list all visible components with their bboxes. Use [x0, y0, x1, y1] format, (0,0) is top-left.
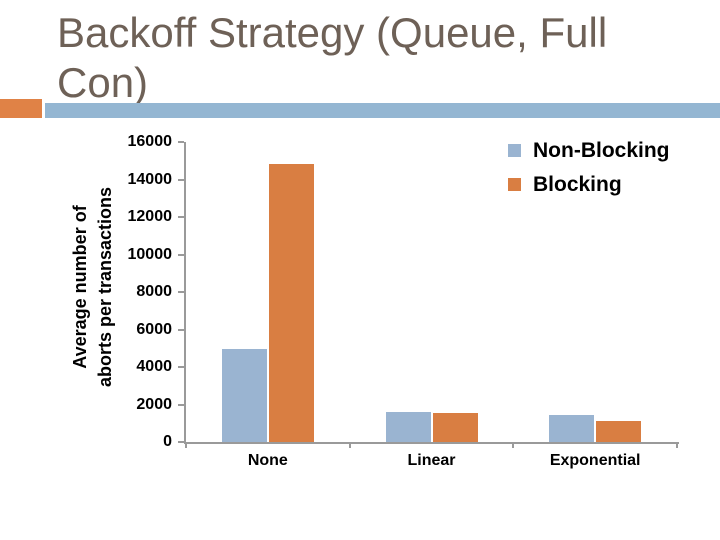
y-tick-mark: [178, 291, 184, 293]
bar-blocking-linear: [432, 413, 478, 442]
legend-item-non-blocking: Non-Blocking: [508, 139, 670, 162]
y-tick-label-4000: 4000: [136, 358, 172, 375]
x-tick-mark: [676, 442, 678, 448]
x-tick-mark: [512, 442, 515, 448]
title-accent-blue-bar: [45, 103, 720, 118]
y-tick-mark: [178, 441, 184, 443]
bar-non-blocking-none: [221, 349, 267, 442]
y-tick-mark: [178, 366, 184, 368]
bar-blocking-exponential: [596, 421, 642, 442]
y-tick-label-10000: 10000: [127, 245, 173, 263]
y-tick-label-6000: 6000: [136, 320, 172, 338]
legend-label-non-blocking: Non-Blocking: [533, 139, 670, 162]
legend-item-blocking: Blocking: [508, 173, 670, 196]
y-axis-title-line1: Average number of: [70, 205, 90, 369]
title-accent-orange-block: [0, 99, 42, 118]
x-category-label-linear: Linear: [407, 452, 456, 469]
slide-title: Backoff Strategy (Queue, Full Con): [57, 9, 608, 106]
y-tick-mark: [178, 141, 184, 143]
blocking-swatch-icon: [508, 178, 521, 191]
x-axis-line: [184, 442, 679, 444]
y-tick-mark: [178, 178, 184, 181]
y-tick-mark: [178, 328, 184, 331]
y-tick-label-12000: 12000: [127, 208, 173, 225]
y-axis-line: [184, 142, 186, 443]
legend-label-blocking: Blocking: [533, 173, 622, 196]
non-blocking-swatch-icon: [508, 144, 521, 157]
y-tick-label-0: 0: [163, 433, 172, 450]
bar-blocking-none: [268, 164, 314, 442]
x-tick-mark: [348, 442, 351, 448]
y-tick-label-8000: 8000: [136, 283, 172, 300]
y-tick-mark: [178, 253, 184, 256]
x-category-label-none: None: [247, 452, 288, 469]
y-tick-label-2000: 2000: [136, 395, 172, 413]
y-tick-mark: [178, 216, 184, 218]
y-tick-label-14000: 14000: [127, 170, 173, 188]
chart-legend: Non-Blocking Blocking: [508, 139, 670, 207]
bar-non-blocking-exponential: [549, 415, 595, 442]
bar-non-blocking-linear: [385, 412, 431, 442]
x-category-label-exponential: Exponential: [549, 452, 641, 469]
y-axis-title: Average number of aborts per transaction…: [68, 122, 118, 452]
y-tick-label-16000: 16000: [127, 133, 173, 150]
x-tick-mark: [185, 442, 187, 448]
y-tick-mark: [178, 403, 184, 406]
